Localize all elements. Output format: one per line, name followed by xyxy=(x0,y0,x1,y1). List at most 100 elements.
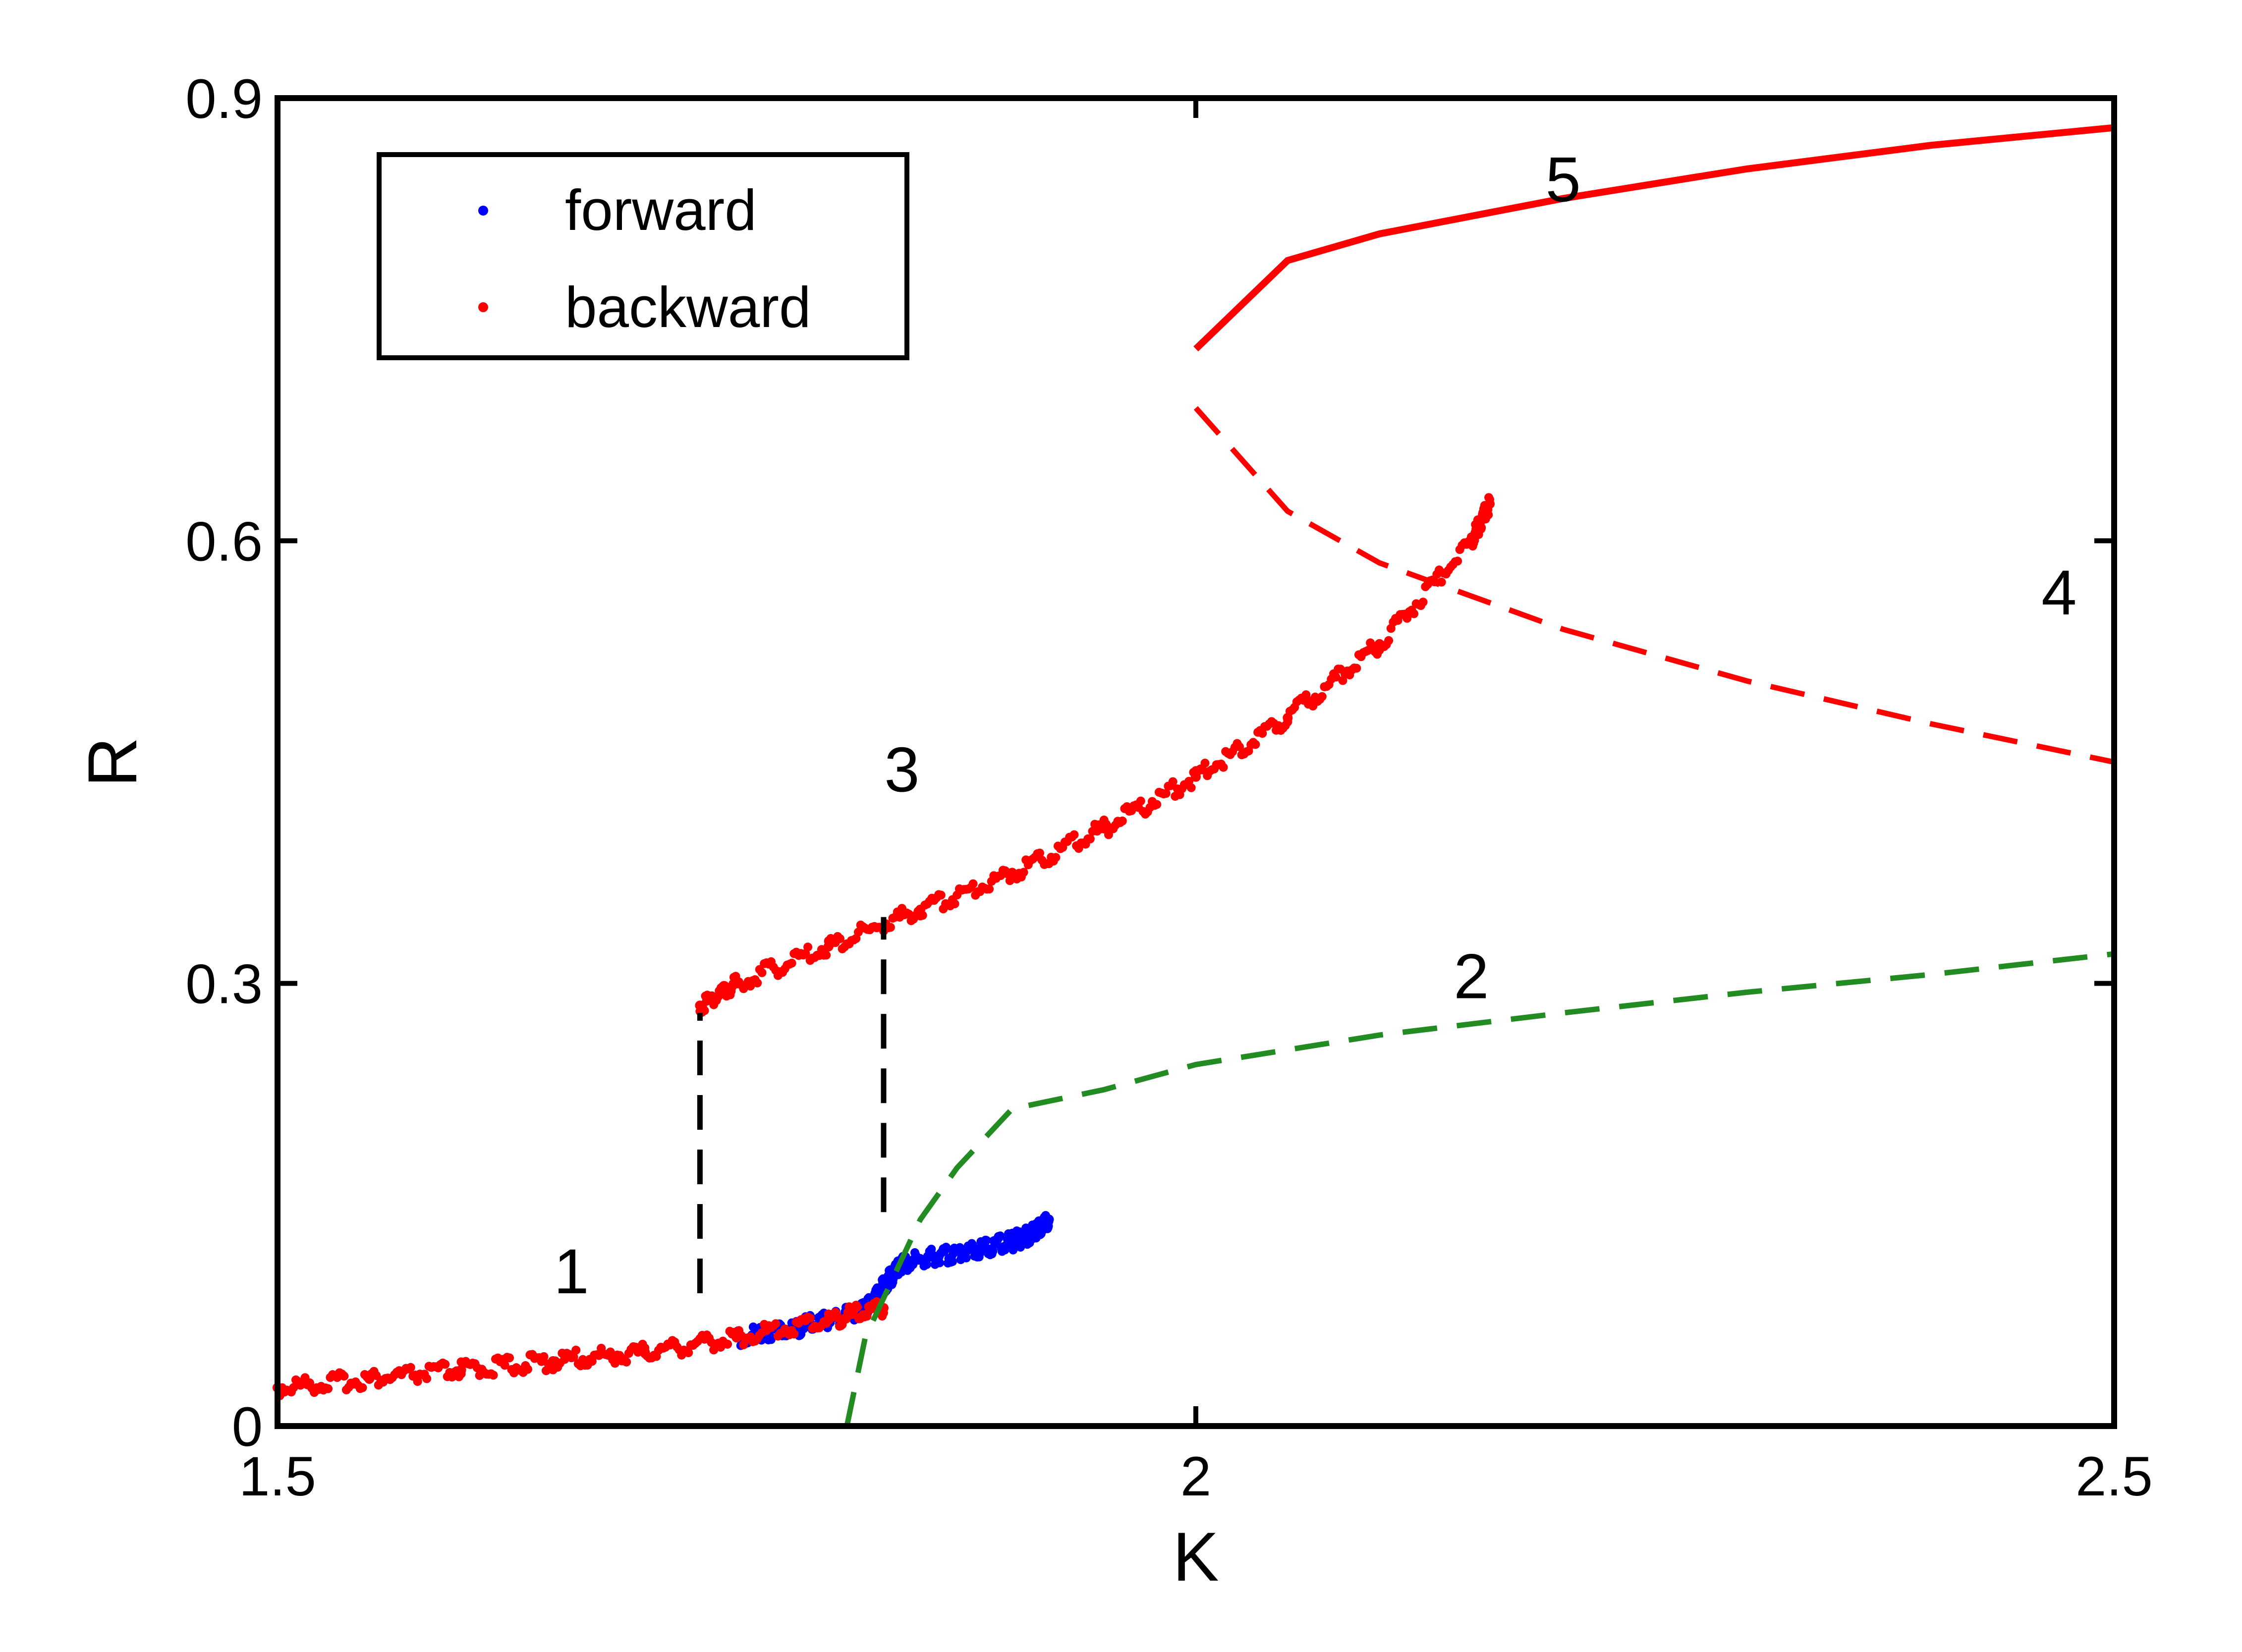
backward-point xyxy=(1200,759,1210,768)
backward-point xyxy=(723,1339,732,1349)
backward-point xyxy=(1477,523,1486,532)
backward-point xyxy=(1466,536,1476,546)
backward-point xyxy=(936,890,946,900)
backward-point xyxy=(622,1357,631,1367)
backward-point xyxy=(456,1365,466,1375)
x-tick-label: 2.5 xyxy=(2075,1445,2153,1507)
backward-point xyxy=(1384,636,1394,645)
x-tick-label: 2 xyxy=(1180,1445,1211,1507)
backward-point xyxy=(695,1000,705,1011)
backward-point xyxy=(886,923,895,932)
legend-marker-backward xyxy=(478,302,488,312)
region-label-3: 3 xyxy=(884,735,919,806)
backward-point xyxy=(1251,740,1260,749)
backward-point xyxy=(606,1347,615,1357)
forward-point xyxy=(1007,1236,1017,1247)
forward-point xyxy=(922,1260,932,1269)
region-label-2: 2 xyxy=(1454,941,1489,1012)
legend-box xyxy=(377,152,909,360)
backward-point xyxy=(358,1383,367,1392)
backward-point xyxy=(548,1356,558,1366)
backward-point xyxy=(539,1352,549,1361)
backward-point xyxy=(640,1347,650,1358)
backward-point xyxy=(1019,868,1028,877)
backward-point xyxy=(406,1363,415,1372)
backward-point xyxy=(985,884,994,894)
backward-point xyxy=(413,1377,422,1386)
forward-point xyxy=(982,1236,991,1245)
backward-point xyxy=(1352,663,1361,673)
backward-point xyxy=(805,1314,815,1323)
backward-point xyxy=(822,950,831,960)
backward-point xyxy=(523,1365,532,1374)
backward-point xyxy=(1152,800,1162,809)
backward-point xyxy=(611,1359,619,1368)
curve-2 xyxy=(1193,124,2115,352)
backward-point xyxy=(323,1384,333,1393)
y-tick-label: 0.9 xyxy=(185,68,263,130)
forward-point xyxy=(767,1335,776,1344)
backward-point xyxy=(1453,556,1462,566)
backward-point xyxy=(803,942,813,952)
forward-point xyxy=(996,1231,1005,1241)
curve-3 xyxy=(1193,406,2115,765)
backward-point xyxy=(1168,777,1177,786)
backward-point xyxy=(1418,598,1428,607)
forward-point xyxy=(942,1244,952,1253)
backward-point xyxy=(441,1360,450,1369)
backward-point xyxy=(771,1319,781,1328)
backward-point xyxy=(853,1302,862,1312)
forward-point xyxy=(948,1257,957,1267)
backward-point xyxy=(1485,498,1495,509)
backward-point xyxy=(1007,868,1017,878)
forward-point xyxy=(879,1281,889,1291)
backward-point xyxy=(1301,690,1311,700)
legend-label-backward: backward xyxy=(565,275,811,339)
backward-point xyxy=(789,1329,799,1339)
backward-point xyxy=(1374,639,1385,649)
backward-point xyxy=(731,1332,742,1343)
backward-point xyxy=(364,1374,375,1384)
x-axis-label: K xyxy=(1173,1518,1219,1596)
backward-point xyxy=(757,968,767,977)
region-label-5: 5 xyxy=(1546,144,1581,215)
backward-point xyxy=(1186,783,1196,792)
legend-label-forward: forward xyxy=(565,178,757,242)
backward-point xyxy=(1099,824,1109,833)
forward-point xyxy=(1025,1229,1036,1239)
backward-point xyxy=(1219,763,1228,772)
forward-point xyxy=(970,1244,981,1254)
backward-point xyxy=(1118,816,1127,826)
region-label-4: 4 xyxy=(2041,557,2076,628)
forward-point xyxy=(988,1247,998,1256)
legend-marker-forward xyxy=(478,206,488,216)
curve-4 xyxy=(844,951,2115,1427)
backward-point xyxy=(500,1361,509,1370)
backward-point xyxy=(504,1353,514,1363)
forward-point xyxy=(961,1253,971,1263)
backward-point xyxy=(968,879,978,888)
y-tick-label: 0 xyxy=(232,1396,263,1458)
backward-point xyxy=(836,934,844,943)
backward-point xyxy=(684,1348,693,1357)
backward-point xyxy=(950,899,959,908)
backward-point xyxy=(1484,510,1493,519)
backward-point xyxy=(1136,796,1145,806)
backward-point xyxy=(422,1374,432,1383)
backward-point xyxy=(1035,848,1044,858)
backward-point xyxy=(862,1312,872,1321)
backward-point xyxy=(1409,609,1419,618)
backward-point xyxy=(1069,830,1079,839)
x-tick-label: 1.5 xyxy=(239,1445,316,1507)
backward-point xyxy=(489,1371,498,1380)
backward-point xyxy=(787,958,796,968)
backward-point xyxy=(731,978,742,989)
backward-point xyxy=(1161,789,1171,798)
forward-point xyxy=(934,1251,944,1262)
backward-point xyxy=(1283,713,1293,723)
forward-point xyxy=(1044,1214,1054,1225)
backward-point xyxy=(823,941,834,952)
y-tick-label: 0.3 xyxy=(185,953,263,1015)
backward-point xyxy=(823,1315,834,1325)
